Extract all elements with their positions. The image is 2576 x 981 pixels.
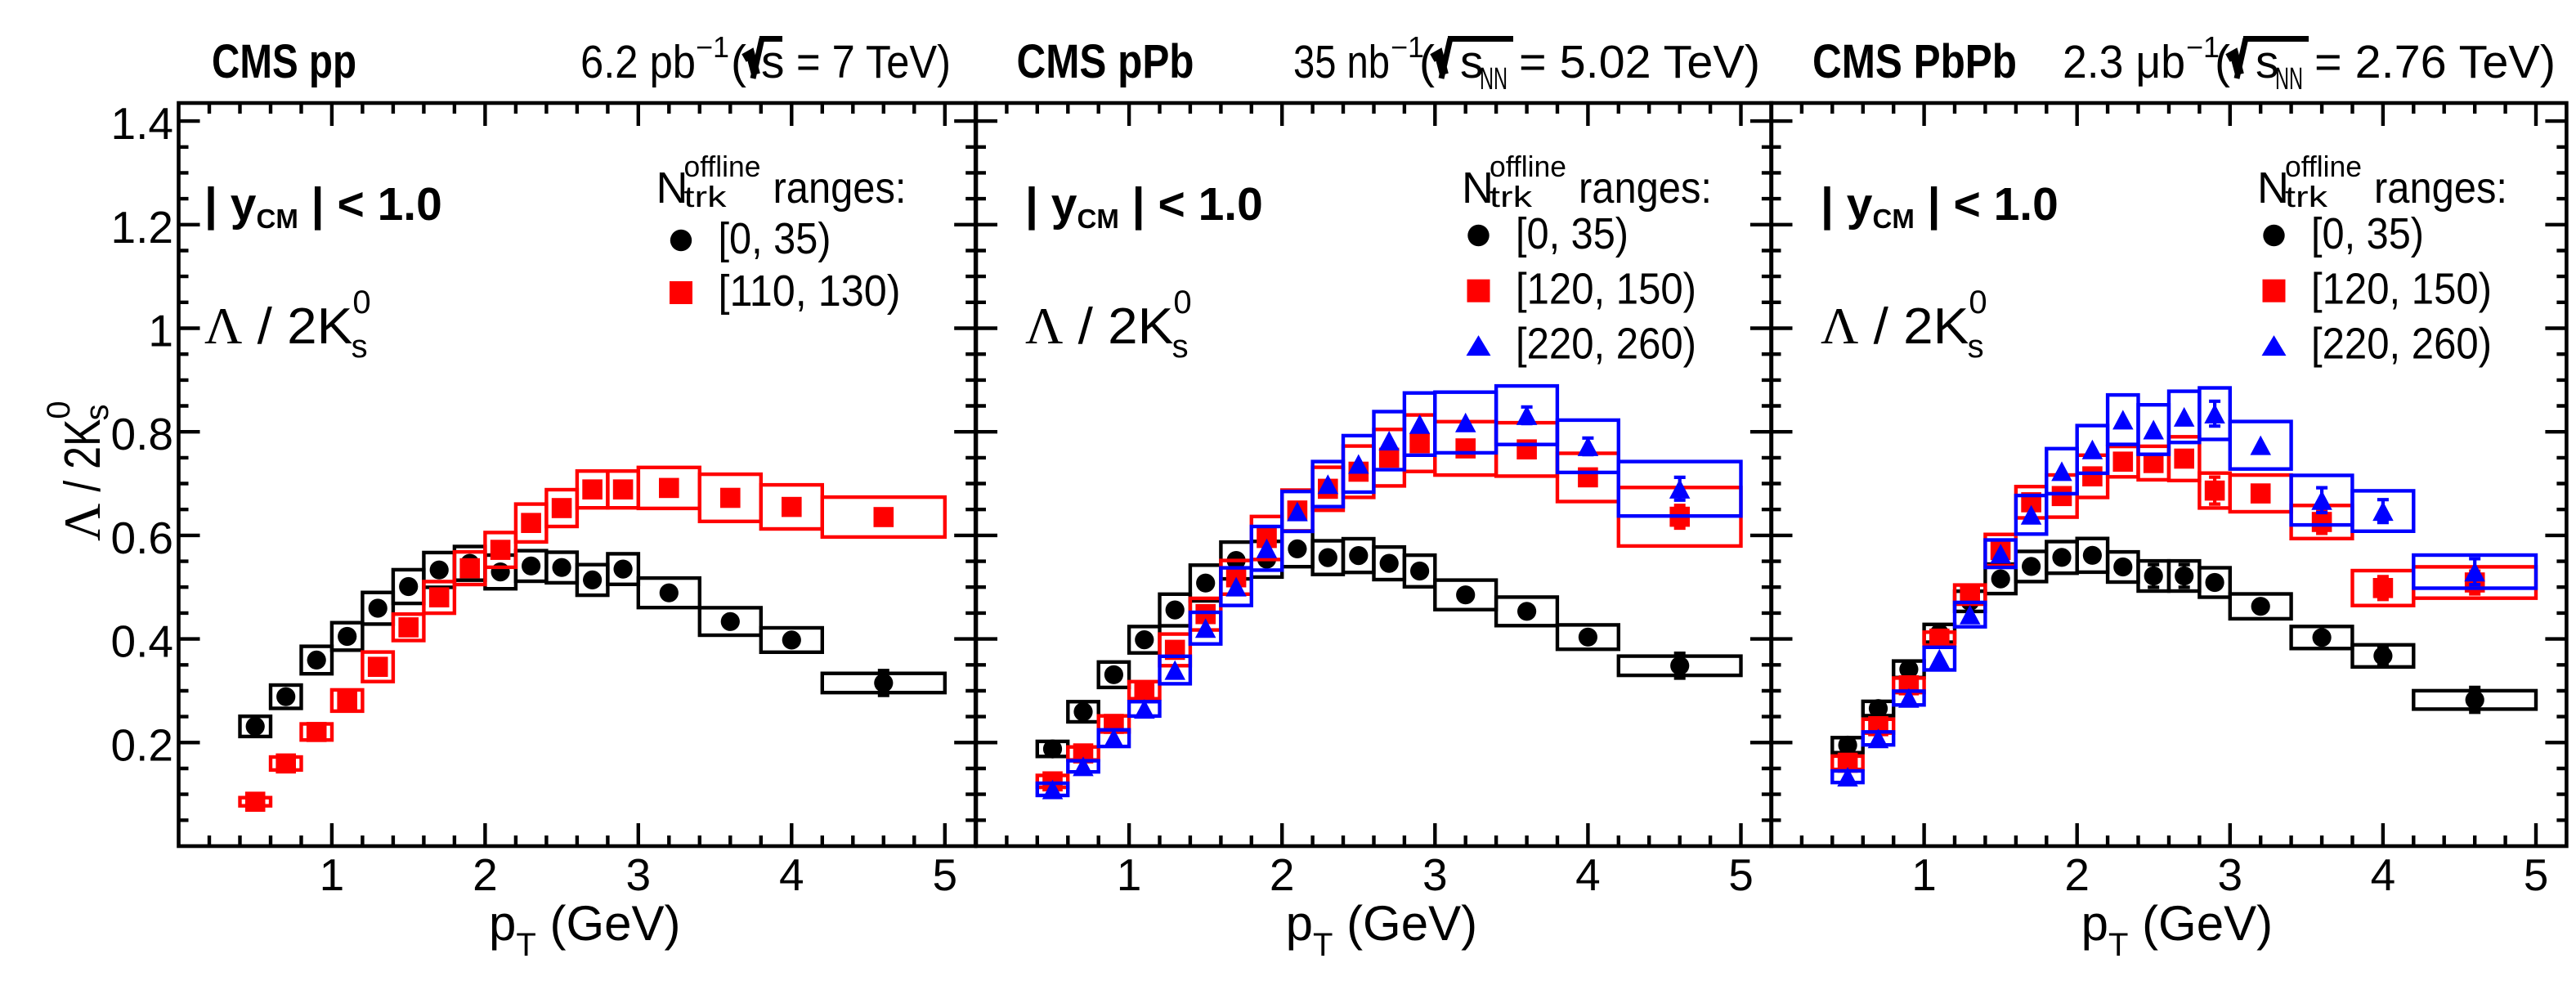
svg-text:1: 1 bbox=[1911, 849, 1937, 900]
svg-text:[0, 35): [0, 35) bbox=[719, 214, 831, 263]
svg-text:2: 2 bbox=[1270, 849, 1295, 900]
svg-text:| yCM | < 1.0: | yCM | < 1.0 bbox=[204, 178, 442, 234]
svg-text:offline: offline bbox=[684, 150, 761, 183]
svg-text:0.6: 0.6 bbox=[111, 513, 173, 563]
svg-text:ranges:: ranges: bbox=[1579, 164, 1712, 213]
svg-text:4: 4 bbox=[2371, 849, 2396, 900]
svg-text:5: 5 bbox=[1728, 849, 1754, 900]
svg-text:[0, 35): [0, 35) bbox=[2311, 209, 2424, 258]
svg-text:CMS pp: CMS pp bbox=[212, 35, 356, 88]
svg-text:1.2: 1.2 bbox=[111, 202, 173, 253]
svg-text:s: s bbox=[761, 36, 785, 88]
svg-text:| yCM | < 1.0: | yCM | < 1.0 bbox=[1025, 178, 1263, 234]
svg-text:trk: trk bbox=[684, 180, 728, 213]
svg-text:Λ / 2K0s: Λ / 2K0s bbox=[1025, 284, 1192, 365]
svg-text:3: 3 bbox=[626, 849, 652, 900]
svg-text:5: 5 bbox=[933, 849, 958, 900]
svg-text:offline: offline bbox=[1490, 150, 1566, 183]
svg-text:4: 4 bbox=[779, 849, 804, 900]
svg-text:= 2.76 TeV): = 2.76 TeV) bbox=[2314, 36, 2556, 88]
svg-text:Λ / 2K0s: Λ / 2K0s bbox=[41, 401, 115, 541]
svg-text:3: 3 bbox=[2218, 849, 2243, 900]
svg-text:−1: −1 bbox=[2186, 30, 2220, 64]
svg-text:[110, 130): [110, 130) bbox=[719, 267, 901, 316]
svg-text:CMS pPb: CMS pPb bbox=[1017, 35, 1194, 88]
svg-text:[0, 35): [0, 35) bbox=[1516, 209, 1628, 258]
svg-text:0.2: 0.2 bbox=[111, 719, 173, 770]
svg-text:3: 3 bbox=[1422, 849, 1448, 900]
svg-text:4: 4 bbox=[1575, 849, 1601, 900]
svg-text:ranges:: ranges: bbox=[2374, 164, 2507, 213]
svg-text:−1: −1 bbox=[696, 30, 729, 64]
svg-text:−1: −1 bbox=[1391, 30, 1424, 64]
svg-text:[120, 150): [120, 150) bbox=[1516, 265, 1696, 314]
svg-text:NN: NN bbox=[2275, 62, 2303, 96]
svg-text:5: 5 bbox=[2524, 849, 2549, 900]
svg-text:offline: offline bbox=[2285, 150, 2362, 183]
svg-text:NN: NN bbox=[1480, 62, 1508, 96]
svg-text:1: 1 bbox=[148, 306, 173, 356]
svg-text:2: 2 bbox=[2064, 849, 2090, 900]
svg-text:35 nb: 35 nb bbox=[1293, 36, 1390, 88]
svg-text:2.3 μb: 2.3 μb bbox=[2063, 36, 2185, 88]
svg-text:[220, 260): [220, 260) bbox=[2311, 320, 2492, 369]
svg-text:Λ / 2K0s: Λ / 2K0s bbox=[204, 284, 371, 365]
svg-text:2: 2 bbox=[473, 849, 498, 900]
svg-text:trk: trk bbox=[1490, 180, 1533, 213]
svg-text:1.4: 1.4 bbox=[111, 98, 173, 149]
svg-text:ranges:: ranges: bbox=[773, 164, 907, 213]
svg-text:CMS PbPb: CMS PbPb bbox=[1812, 35, 2017, 88]
svg-text:1: 1 bbox=[1117, 849, 1142, 900]
svg-text:= 7 TeV): = 7 TeV) bbox=[796, 36, 951, 88]
svg-text:(: ( bbox=[2215, 36, 2230, 88]
svg-text:0.8: 0.8 bbox=[111, 409, 173, 459]
svg-text:(: ( bbox=[1419, 36, 1435, 88]
svg-text:[120, 150): [120, 150) bbox=[2311, 265, 2492, 314]
svg-text:Λ / 2K0s: Λ / 2K0s bbox=[1821, 284, 1987, 365]
svg-text:trk: trk bbox=[2285, 180, 2328, 213]
svg-text:0.4: 0.4 bbox=[111, 616, 173, 667]
svg-text:s: s bbox=[1460, 36, 1484, 88]
svg-text:N: N bbox=[656, 164, 688, 213]
svg-text:= 5.02 TeV): = 5.02 TeV) bbox=[1519, 36, 1760, 88]
svg-text:N: N bbox=[2257, 164, 2289, 213]
svg-text:| yCM | < 1.0: | yCM | < 1.0 bbox=[1821, 178, 2059, 234]
svg-text:(: ( bbox=[731, 36, 746, 88]
svg-text:N: N bbox=[1462, 164, 1494, 213]
svg-text:1: 1 bbox=[320, 849, 345, 900]
svg-text:[220, 260): [220, 260) bbox=[1516, 320, 1696, 369]
svg-text:s: s bbox=[2256, 36, 2279, 88]
svg-text:6.2 pb: 6.2 pb bbox=[580, 36, 696, 88]
